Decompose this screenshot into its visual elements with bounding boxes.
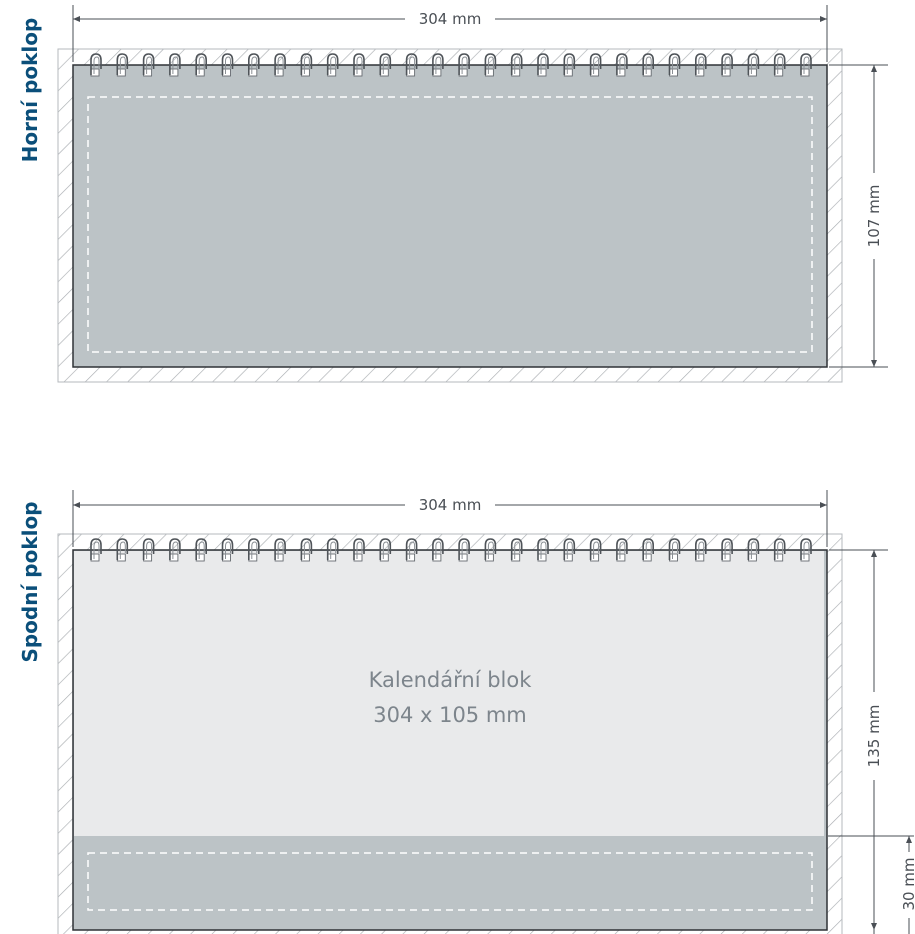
- bottom-cover-side-label: Spodní poklop: [18, 501, 42, 662]
- bottom-width-dimension: 304 mm: [72, 490, 828, 547]
- bottom-strip-dimension: 30 mm: [828, 835, 915, 934]
- top-cover: 304 mm 107 mm Horní poklop: [18, 5, 888, 383]
- top-cover-panel: [72, 64, 828, 368]
- bottom-height-dimension: 135 mm: [829, 549, 888, 934]
- bottom-strip-safe-zone: [87, 852, 813, 911]
- top-width-label: 304 mm: [419, 10, 482, 28]
- calendar-block: [74, 551, 824, 836]
- top-height-label: 107 mm: [865, 185, 883, 248]
- calendar-block-title: Kalendářní blok: [369, 668, 533, 692]
- calendar-block-size: 304 x 105 mm: [373, 703, 527, 727]
- bottom-width-label: 304 mm: [419, 496, 482, 514]
- top-height-dimension: 107 mm: [829, 64, 888, 368]
- top-cover-safe-zone: [87, 96, 813, 353]
- top-width-dimension: 304 mm: [72, 5, 828, 62]
- top-cover-side-label: Horní poklop: [18, 18, 42, 163]
- bottom-strip-label: 30 mm: [900, 857, 915, 910]
- bottom-height-label: 135 mm: [865, 705, 883, 768]
- bottom-cover: Kalendářní blok 304 x 105 mm 304 mm 135 …: [18, 490, 915, 934]
